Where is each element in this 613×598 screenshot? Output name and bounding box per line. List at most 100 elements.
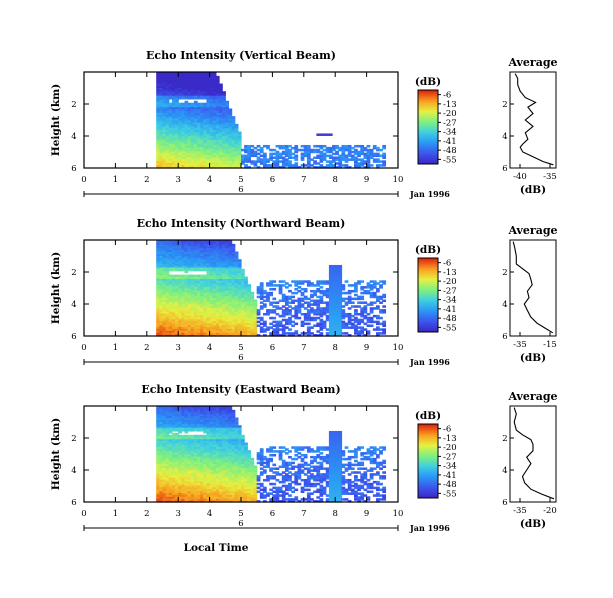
- heatmap-cell: [206, 309, 211, 312]
- heatmap-cell: [156, 320, 160, 324]
- heatmap-cell: [206, 240, 211, 243]
- heatmap-cell: [300, 320, 305, 324]
- heatmap-cell: [376, 322, 380, 326]
- heatmap-cell: [168, 328, 173, 331]
- heatmap-cell: [228, 108, 233, 111]
- average-x-tick-label: -35: [513, 340, 527, 350]
- heatmap-cell: [228, 266, 233, 270]
- heatmap-cell: [215, 461, 220, 465]
- heatmap-cell: [228, 127, 233, 131]
- heatmap-cell: [184, 457, 189, 461]
- heatmap-cell: [156, 301, 160, 304]
- heatmap-cell: [250, 152, 255, 156]
- heatmap-cell: [184, 284, 189, 287]
- heatmap-cell: [165, 478, 170, 482]
- heatmap-cell: [165, 482, 170, 486]
- heatmap-cell: [193, 154, 198, 158]
- heatmap-cell: [222, 314, 226, 318]
- heatmap-cell: [156, 247, 160, 251]
- heatmap-cell: [156, 257, 160, 260]
- heatmap-cell: [162, 245, 167, 249]
- heatmap-cell: [247, 295, 252, 299]
- heatmap-cell: [200, 438, 204, 442]
- heatmap-cell: [193, 251, 198, 255]
- heatmap-cell: [222, 270, 226, 274]
- heatmap-cell: [338, 278, 343, 281]
- heatmap-cell: [222, 104, 226, 108]
- heatmap-cell: [175, 496, 179, 499]
- heatmap-cell: [231, 146, 236, 150]
- heatmap-cell: [222, 156, 226, 159]
- heatmap-cell: [178, 492, 182, 495]
- heatmap-cell: [193, 286, 198, 289]
- colorbar-swatch: [418, 315, 438, 318]
- heatmap-cell: [316, 334, 321, 337]
- heatmap-cell: [181, 150, 186, 154]
- heatmap-cell: [237, 268, 242, 272]
- heatmap-cell: [159, 494, 164, 497]
- heatmap-cell: [241, 276, 245, 279]
- heatmap-cell: [168, 276, 173, 279]
- colorbar-swatch: [418, 258, 438, 261]
- colorbar-tick-label: -41: [443, 137, 457, 147]
- heatmap-cell: [281, 280, 286, 283]
- heatmap-cell: [241, 334, 245, 337]
- heatmap-cell: [272, 305, 277, 308]
- heatmap-cell: [178, 87, 182, 90]
- heatmap-cell: [165, 255, 170, 258]
- heatmap-cell: [354, 158, 358, 161]
- heatmap-cell: [156, 259, 160, 262]
- heatmap-cell: [203, 442, 208, 445]
- heatmap-cell: [206, 314, 211, 318]
- heatmap-cell: [228, 274, 233, 278]
- heatmap-cell: [168, 465, 173, 469]
- heatmap-cell: [284, 158, 289, 161]
- heatmap-cell: [175, 314, 179, 318]
- heatmap-cell: [193, 255, 198, 258]
- heatmap-cell: [197, 425, 201, 428]
- heatmap-cell: [222, 91, 226, 94]
- heatmap-cell: [181, 255, 186, 258]
- heatmap-cell: [219, 129, 223, 133]
- heatmap-cell: [181, 266, 186, 270]
- heatmap-cell: [222, 288, 226, 291]
- heatmap-cell: [322, 280, 327, 283]
- heatmap-cell: [306, 156, 311, 159]
- heatmap-cell: [288, 154, 292, 158]
- heatmap-cell: [156, 409, 160, 413]
- heatmap-cell: [372, 301, 377, 304]
- heatmap-cell: [193, 301, 198, 304]
- heatmap-cell: [215, 152, 220, 156]
- heatmap-cell: [162, 278, 167, 281]
- heatmap-cell: [332, 278, 336, 281]
- heatmap-cell: [193, 320, 198, 324]
- heatmap-cell: [209, 150, 214, 154]
- heatmap-cell: [332, 276, 336, 279]
- heatmap-cell: [165, 141, 170, 144]
- heatmap-cell: [187, 328, 192, 331]
- heatmap-cell: [193, 423, 198, 426]
- heatmap-cell: [241, 307, 245, 310]
- heatmap-cell: [382, 293, 387, 297]
- heatmap-cell: [178, 486, 182, 490]
- heatmap-cell: [241, 282, 245, 285]
- heatmap-cell: [187, 448, 192, 451]
- heatmap-cell: [162, 148, 167, 152]
- heatmap-cell: [193, 95, 198, 98]
- heatmap-cell: [231, 301, 236, 304]
- heatmap-cell: [215, 249, 220, 253]
- heatmap-cell: [187, 415, 192, 419]
- heatmap-cell: [369, 150, 374, 154]
- heatmap-cell: [206, 133, 211, 136]
- heatmap-cell: [325, 160, 330, 163]
- heatmap-cell: [159, 81, 164, 85]
- heatmap-cell: [209, 75, 214, 79]
- heatmap-cell: [310, 158, 314, 161]
- heatmap-cell: [338, 332, 343, 335]
- heatmap-cell: [203, 455, 208, 459]
- heatmap-cell: [222, 158, 226, 161]
- heatmap-cell: [203, 419, 208, 422]
- heatmap-cell: [187, 259, 192, 262]
- y-tick-label: 6: [71, 164, 76, 174]
- heatmap-cell: [241, 289, 245, 293]
